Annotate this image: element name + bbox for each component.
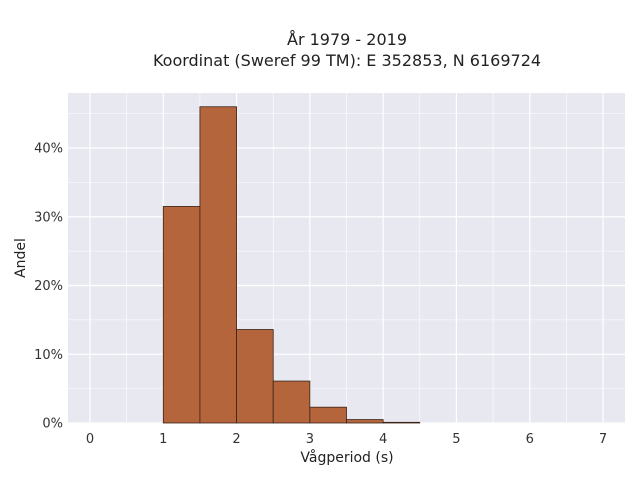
histogram-bar-2 (236, 329, 274, 424)
x-axis-label: Vågperiod (s) (300, 449, 393, 466)
x-tick-label: 4 (379, 432, 387, 447)
x-tick-label: 3 (306, 432, 314, 447)
y-axis-label: Andel (13, 238, 29, 278)
y-tick-label: 30% (34, 210, 63, 225)
x-tick-label: 0 (86, 432, 94, 447)
y-tick-label: 40% (34, 142, 63, 157)
x-tick-label: 7 (599, 432, 607, 447)
chart-title-line2: Koordinat (Sweref 99 TM): E 352853, N 61… (153, 51, 541, 70)
y-axis-ticks: 0% 10% 20% 30% 40% (34, 142, 63, 432)
histogram-bar-3 (272, 380, 311, 424)
histogram-bar-1 (199, 106, 237, 424)
y-tick-label: 10% (34, 348, 63, 363)
x-tick-label: 5 (452, 432, 460, 447)
histogram-bars (162, 106, 421, 424)
y-tick-label: 0% (42, 417, 63, 432)
histogram-bar-0 (162, 206, 201, 424)
histogram-bar-6 (382, 421, 421, 424)
x-tick-label: 1 (159, 432, 167, 447)
x-tick-label: 2 (232, 432, 240, 447)
chart-title-line1: År 1979 - 2019 (287, 30, 407, 49)
x-axis-ticks: 0 1 2 3 4 5 6 7 (86, 432, 607, 447)
x-tick-label: 6 (526, 432, 534, 447)
histogram-bar-4 (309, 406, 347, 424)
y-tick-label: 20% (34, 279, 63, 294)
histogram-bar-5 (346, 419, 384, 424)
